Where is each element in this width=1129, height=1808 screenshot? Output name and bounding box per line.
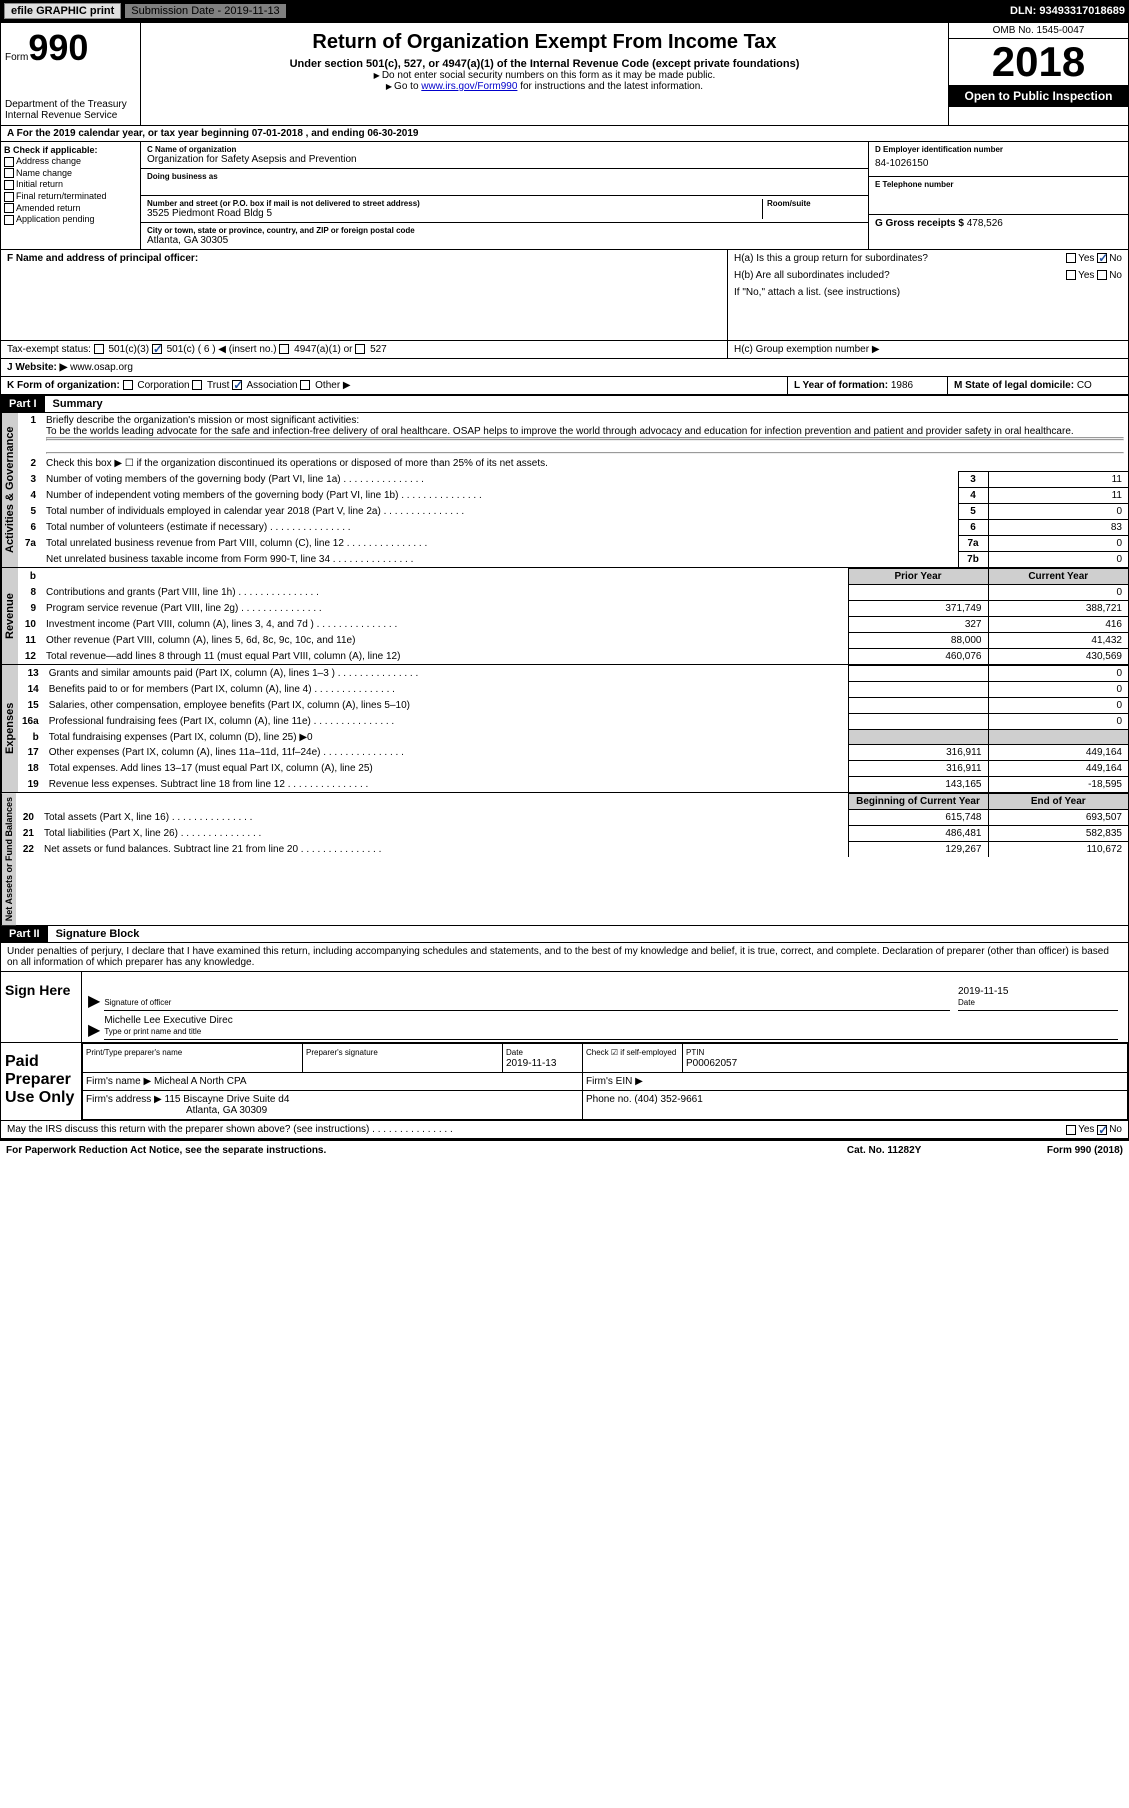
vtab-net-assets: Net Assets or Fund Balances bbox=[1, 793, 16, 925]
perjury-declaration: Under penalties of perjury, I declare th… bbox=[1, 942, 1128, 971]
part1-title: Summary bbox=[45, 398, 103, 410]
form-word: Form bbox=[5, 52, 28, 63]
efile-print-button[interactable]: efile GRAPHIC print bbox=[4, 3, 121, 19]
omb-number: OMB No. 1545-0047 bbox=[949, 23, 1128, 39]
instr-link-row: Go to www.irs.gov/Form990 for instructio… bbox=[145, 81, 944, 92]
box-c-city: City or town, state or province, country… bbox=[141, 223, 868, 249]
part2-title: Signature Block bbox=[48, 928, 140, 940]
vtab-expenses: Expenses bbox=[1, 665, 18, 792]
box-h-c: H(c) Group exemption number ▶ bbox=[728, 341, 1128, 358]
footer-paperwork: For Paperwork Reduction Act Notice, see … bbox=[6, 1145, 847, 1156]
box-d-ein: D Employer identification number84-10261… bbox=[869, 142, 1128, 177]
box-l-year: L Year of formation: 1986 bbox=[788, 377, 948, 394]
box-c-name: C Name of organization Organization for … bbox=[141, 142, 868, 169]
paid-preparer-label: Paid Preparer Use Only bbox=[1, 1043, 81, 1120]
box-c-address: Number and street (or P.O. box if mail i… bbox=[141, 196, 868, 223]
box-i-tax-status: Tax-exempt status: 501(c)(3) 501(c) ( 6 … bbox=[1, 341, 728, 358]
box-k-org-form: K Form of organization: Corporation Trus… bbox=[1, 377, 788, 394]
form-header: Form990 Department of the Treasury Inter… bbox=[1, 23, 1128, 126]
top-toolbar: efile GRAPHIC print Submission Date - 20… bbox=[0, 0, 1129, 22]
box-j-website: J Website: ▶ www.osap.org bbox=[1, 359, 1128, 377]
box-h-b: H(b) Are all subordinates included?Yes N… bbox=[728, 267, 1128, 284]
box-b: B Check if applicable: Address change Na… bbox=[1, 142, 141, 249]
footer-catno: Cat. No. 11282Y bbox=[847, 1145, 1047, 1156]
box-g-receipts: G Gross receipts $ 478,526 bbox=[869, 215, 1128, 232]
open-inspection: Open to Public Inspection bbox=[949, 85, 1128, 107]
box-f-officer: F Name and address of principal officer: bbox=[1, 250, 728, 340]
box-h-a: H(a) Is this a group return for subordin… bbox=[728, 250, 1128, 267]
dln-label: DLN: 93493317018689 bbox=[1010, 5, 1125, 17]
submission-date: Submission Date - 2019-11-13 bbox=[125, 4, 285, 18]
part1-header: Part I bbox=[1, 396, 45, 412]
discuss-with-preparer: May the IRS discuss this return with the… bbox=[1, 1120, 1128, 1138]
line-a-tax-year: A For the 2019 calendar year, or tax yea… bbox=[1, 126, 1128, 142]
instr-ssn: Do not enter social security numbers on … bbox=[145, 70, 944, 81]
tax-year: 2018 bbox=[949, 39, 1128, 85]
form-number: 990 bbox=[28, 27, 88, 68]
irs-form990-link[interactable]: www.irs.gov/Form990 bbox=[421, 81, 517, 92]
box-m-domicile: M State of legal domicile: CO bbox=[948, 377, 1128, 394]
form-subtitle: Under section 501(c), 527, or 4947(a)(1)… bbox=[145, 58, 944, 70]
dept-treasury: Department of the Treasury Internal Reve… bbox=[5, 99, 136, 121]
box-h-b-note: If "No," attach a list. (see instruction… bbox=[728, 284, 1128, 301]
footer-form: Form 990 (2018) bbox=[1047, 1145, 1123, 1156]
sign-here-label: Sign Here bbox=[1, 972, 81, 1042]
box-e-phone: E Telephone number bbox=[869, 177, 1128, 215]
vtab-revenue: Revenue bbox=[1, 568, 18, 664]
part2-header: Part II bbox=[1, 926, 48, 942]
form-title: Return of Organization Exempt From Incom… bbox=[145, 31, 944, 54]
vtab-governance: Activities & Governance bbox=[1, 413, 18, 567]
box-c-dba: Doing business as bbox=[141, 169, 868, 196]
